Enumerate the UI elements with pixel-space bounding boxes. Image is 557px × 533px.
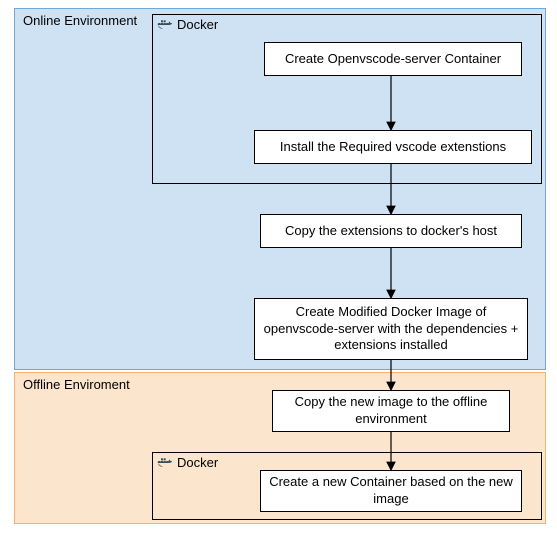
region-label-online: Online Environment: [19, 11, 141, 30]
node-label: Create a new Container based on the new …: [269, 474, 513, 508]
node-label: Install the Required vscode extenstions: [280, 139, 506, 156]
node-create-new-container: Create a new Container based on the new …: [260, 470, 522, 512]
node-copy-image-offline: Copy the new image to the offline enviro…: [272, 390, 510, 432]
node-install-extensions: Install the Required vscode extenstions: [254, 130, 532, 164]
node-label: Create Modified Docker Image of openvsco…: [263, 304, 519, 355]
docker-icon: [157, 457, 173, 469]
node-label: Copy the extensions to docker's host: [285, 223, 497, 240]
docker-icon: [157, 19, 173, 31]
node-label: Create Openvscode-server Container: [285, 51, 501, 68]
diagram-canvas: Online Environment Offline Enviroment Do…: [0, 0, 557, 533]
node-create-openvscode-container: Create Openvscode-server Container: [264, 42, 522, 76]
region-label-offline: Offline Enviroment: [19, 375, 134, 394]
region-label-docker-top: Docker: [177, 17, 218, 32]
region-label-docker-bottom: Docker: [177, 455, 218, 470]
node-create-modified-image: Create Modified Docker Image of openvsco…: [254, 298, 528, 360]
node-label: Copy the new image to the offline enviro…: [281, 394, 501, 428]
node-copy-extensions-host: Copy the extensions to docker's host: [260, 214, 522, 248]
